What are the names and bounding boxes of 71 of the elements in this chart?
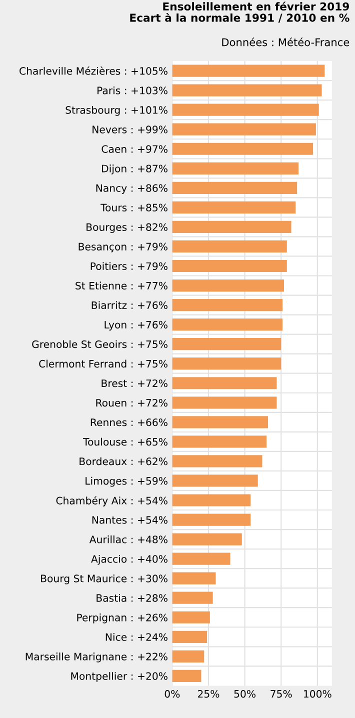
bar: [172, 650, 204, 662]
bar: [172, 220, 292, 234]
bar: [172, 436, 267, 448]
bar: [172, 396, 277, 409]
y-tick-label: Biarritz : +76%: [92, 301, 168, 310]
y-tick-label: Bourg St Maurice : +30%: [41, 574, 168, 584]
chart-title: Ensoleillement en février 2019 Ecart à la normale 1991 / 2010 en %: [130, 2, 350, 23]
bar: [172, 630, 208, 643]
bar: [172, 416, 268, 428]
chart-subtitle: Données : Météo-France: [222, 38, 350, 46]
y-tick-label: Strasbourg : +101%: [66, 106, 168, 116]
y-tick-label: Aurillac : +48%: [89, 535, 168, 544]
y-tick-label: Bordeaux : +62%: [80, 457, 168, 466]
x-tick-label: 75%: [270, 690, 292, 698]
y-tick-label: Rennes : +66%: [90, 418, 168, 426]
y-tick-label: Poitiers : +79%: [90, 262, 168, 270]
y-tick-label: Nevers : +99%: [92, 126, 168, 134]
bar: [172, 533, 242, 546]
bar: [172, 162, 299, 174]
y-tick-label: Brest : +72%: [102, 379, 168, 388]
y-tick-label: Chambéry Aix : +54%: [56, 496, 168, 506]
y-tick-label: Caen : +97%: [102, 145, 168, 153]
bar: [172, 142, 314, 155]
bar: [172, 318, 283, 331]
y-tick-label: Toulouse : +65%: [83, 438, 168, 446]
bar: [172, 455, 262, 468]
y-tick-label: Charleville Mézières : +105%: [20, 66, 168, 75]
bar: [172, 358, 282, 370]
y-tick-label: Clermont Ferrand : +75%: [39, 360, 168, 368]
bar: [172, 572, 216, 584]
y-tick-label: Limoges : +59%: [86, 476, 168, 487]
bar: [172, 104, 319, 116]
y-tick-label: Dijon : +87%: [102, 164, 168, 174]
y-tick-label: Perpignan : +26%: [77, 614, 168, 624]
x-tick-label: 100%: [304, 690, 332, 698]
bar: [172, 592, 213, 604]
x-tick-label: 50%: [234, 690, 256, 698]
bar: [172, 474, 258, 487]
bar: [172, 338, 282, 350]
y-tick-label: Montpellier : +20%: [71, 672, 168, 682]
bar: [172, 123, 316, 136]
y-tick-label: Nantes : +54%: [92, 516, 168, 524]
x-tick-label: 25%: [198, 690, 220, 698]
y-tick-label: Bourges : +82%: [86, 223, 168, 233]
bar: [172, 182, 298, 194]
y-tick-label: Bastia : +28%: [96, 594, 168, 602]
y-tick-label: Marseille Marignane : +22%: [26, 652, 168, 662]
bar: [172, 279, 284, 292]
y-tick-label: Paris : +103%: [98, 86, 168, 94]
bar: [172, 552, 230, 565]
bar: [172, 377, 277, 390]
bar: [172, 298, 283, 312]
bar: [172, 84, 322, 96]
y-tick-label: Ajaccio : +40%: [91, 554, 168, 565]
bar: [172, 260, 287, 272]
y-tick-label: St Etienne : +77%: [76, 282, 168, 290]
y-tick-label: Besançon : +79%: [78, 242, 168, 252]
y-tick-label: Rouen : +72%: [96, 398, 168, 407]
y-tick-label: Nancy : +86%: [96, 184, 168, 194]
bar: [172, 670, 202, 682]
bar: [172, 611, 210, 624]
y-tick-label: Tours : +85%: [100, 204, 168, 212]
bar: [172, 64, 325, 77]
bar: [172, 201, 296, 214]
bar: [172, 514, 251, 526]
bar: [172, 240, 287, 253]
y-tick-label: Grenoble St Geoirs : +75%: [32, 340, 168, 348]
bar: [172, 494, 251, 506]
x-tick-label: 0%: [164, 690, 180, 698]
y-tick-label: Nice : +24%: [106, 633, 168, 641]
y-tick-label: Lyon : +76%: [104, 320, 168, 331]
